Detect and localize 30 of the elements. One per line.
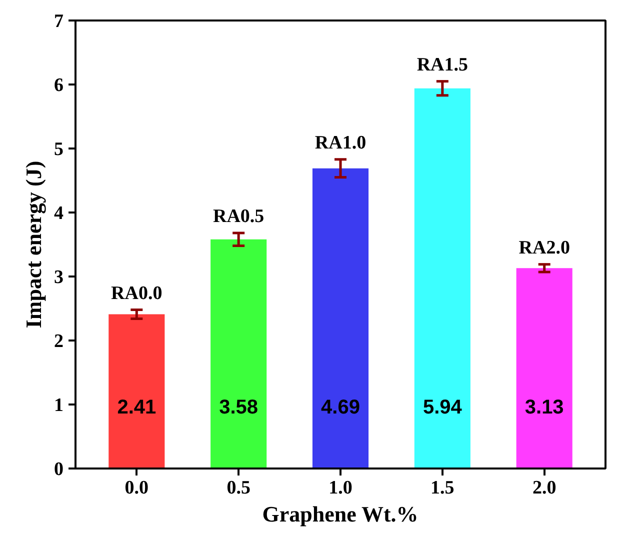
bar <box>108 314 165 468</box>
annotation: RA2.0 <box>518 237 570 258</box>
x-tick-label: 0.5 <box>226 478 250 498</box>
y-tick-label: 3 <box>54 267 64 288</box>
annotation: RA0.0 <box>111 282 162 304</box>
y-tick-label: 1 <box>54 395 64 416</box>
y-tick-label: 6 <box>54 75 64 96</box>
x-tick-label: 2.0 <box>532 478 556 498</box>
data-label: 3.13 <box>524 396 564 418</box>
data-label: 3.58 <box>219 396 258 418</box>
bar <box>414 88 470 468</box>
y-tick-label: 4 <box>54 203 64 224</box>
data-label: 2.41 <box>117 396 156 418</box>
y-axis-title: Impact energy (J) <box>21 160 46 328</box>
y-tick-label: 7 <box>54 11 64 32</box>
x-tick-label: 1.5 <box>430 478 454 498</box>
annotation: RA0.5 <box>212 206 264 227</box>
bar <box>516 268 572 468</box>
x-axis-title: Graphene Wt.% <box>262 502 418 526</box>
data-label: 5.94 <box>422 396 463 418</box>
x-tick-label: 0.0 <box>124 478 149 498</box>
bar <box>210 239 267 468</box>
annotation: RA1.0 <box>314 132 366 154</box>
y-tick-label: 5 <box>54 139 64 160</box>
y-tick-label: 2 <box>54 331 64 352</box>
x-tick-label: 1.0 <box>328 478 352 498</box>
data-label: 4.69 <box>321 396 360 418</box>
y-tick-label: 0 <box>54 459 64 480</box>
annotation: RA1.5 <box>416 54 468 76</box>
bar <box>312 168 369 468</box>
